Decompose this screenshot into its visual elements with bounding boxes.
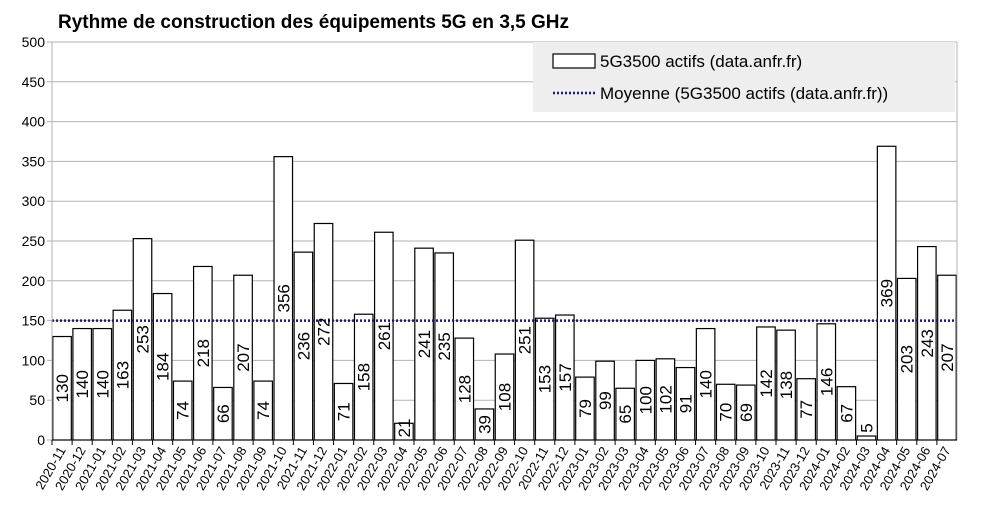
data-label: 140 — [73, 370, 92, 398]
data-label: 146 — [817, 368, 836, 396]
data-label: 5 — [858, 423, 877, 432]
data-label: 70 — [717, 403, 736, 422]
data-label: 243 — [918, 329, 937, 357]
data-label: 218 — [194, 339, 213, 367]
data-label: 157 — [556, 363, 575, 391]
data-label: 21 — [395, 419, 414, 438]
data-label: 77 — [797, 400, 816, 419]
y-tick-label: 200 — [22, 273, 46, 289]
data-label: 207 — [938, 343, 957, 371]
legend-box — [533, 42, 955, 112]
data-label: 65 — [616, 405, 635, 424]
data-label: 66 — [214, 404, 233, 423]
data-label: 207 — [234, 343, 253, 371]
data-label: 140 — [697, 370, 716, 398]
data-label: 128 — [455, 375, 474, 403]
data-label: 102 — [656, 385, 675, 413]
data-label: 67 — [837, 404, 856, 423]
y-tick-label: 0 — [37, 432, 45, 448]
data-label: 130 — [53, 374, 72, 402]
data-label: 163 — [113, 361, 132, 389]
y-tick-label: 400 — [22, 114, 46, 130]
data-label: 241 — [415, 330, 434, 358]
data-label: 99 — [596, 391, 615, 410]
data-label: 272 — [315, 318, 334, 346]
data-label: 253 — [134, 325, 153, 353]
data-label: 79 — [576, 399, 595, 418]
data-label: 74 — [254, 401, 273, 420]
data-label: 108 — [496, 383, 515, 411]
data-label: 140 — [93, 370, 112, 398]
data-label: 203 — [898, 345, 917, 373]
data-label: 153 — [536, 365, 555, 393]
bar — [856, 435, 877, 441]
data-label: 69 — [737, 403, 756, 422]
data-label: 91 — [677, 394, 696, 413]
y-tick-label: 100 — [22, 352, 46, 368]
data-label: 261 — [375, 322, 394, 350]
data-label: 235 — [435, 332, 454, 360]
legend-label-bar: 5G3500 actifs (data.anfr.fr) — [600, 52, 802, 71]
data-label: 100 — [636, 386, 655, 414]
data-label: 71 — [335, 402, 354, 421]
data-label: 251 — [516, 326, 535, 354]
data-label: 184 — [154, 353, 173, 381]
y-tick-label: 250 — [22, 233, 46, 249]
legend-label-line: Moyenne (5G3500 actifs (data.anfr.fr)) — [600, 84, 888, 103]
y-tick-label: 50 — [29, 392, 45, 408]
legend-swatch-bar — [552, 53, 596, 69]
data-label: 74 — [174, 401, 193, 420]
legend: 5G3500 actifs (data.anfr.fr) Moyenne (5G… — [533, 42, 955, 112]
data-label: 39 — [475, 415, 494, 434]
y-tick-label: 350 — [22, 153, 46, 169]
data-label: 369 — [878, 279, 897, 307]
y-tick-label: 450 — [22, 74, 46, 90]
data-label: 356 — [274, 284, 293, 312]
data-label: 236 — [294, 332, 313, 360]
chart-title: Rythme de construction des équipements 5… — [58, 12, 569, 33]
data-label: 142 — [757, 369, 776, 397]
y-tick-label: 300 — [22, 193, 46, 209]
data-label: 138 — [777, 371, 796, 399]
y-tick-label: 500 — [22, 34, 46, 50]
y-tick-label: 150 — [22, 313, 46, 329]
data-label: 158 — [355, 363, 374, 391]
